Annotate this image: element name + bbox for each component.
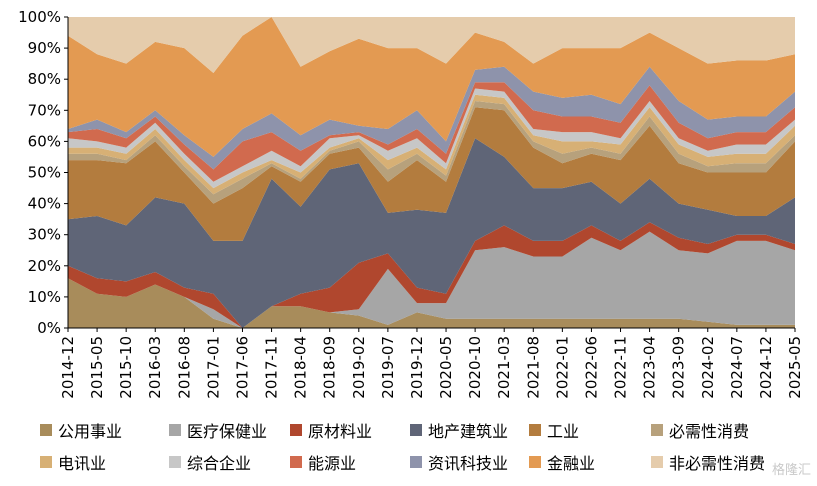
legend-label: 工业 [547,422,580,441]
legend-label: 医疗保健业 [187,422,268,441]
x-tick-label: 2014-12 [59,336,77,399]
x-tick-label: 2015-05 [88,336,106,399]
legend-swatch [410,456,422,468]
area-series-10 [68,17,795,157]
x-tick-label: 2017-06 [233,336,251,399]
x-tick-label: 2017-11 [263,336,281,399]
legend-item: 必需性消费 [651,418,749,442]
x-tick-label: 2024-12 [757,336,775,399]
y-tick-label: 0% [37,319,61,337]
y-tick-label: 90% [28,39,61,57]
area-series-1 [68,231,795,328]
x-tick-label: 2018-04 [292,336,310,399]
x-tick-label: 2022-11 [612,336,630,399]
x-tick-label: 2019-07 [379,336,397,399]
x-tick-label: 2019-02 [350,336,368,399]
area-series-7 [68,88,795,189]
legend-item: 能源业 [290,450,356,474]
x-tick-label: 2021-03 [495,336,513,399]
y-tick-label: 40% [28,195,61,213]
x-tick-label: 2020-10 [466,336,484,399]
x-tick-label: 2024-07 [728,336,746,399]
legend-swatch [169,424,181,436]
x-tick-label: 2020-05 [437,336,455,399]
y-tick-label: 20% [28,257,61,275]
area-series-3 [68,138,795,328]
legend-item: 资讯科技业 [410,450,508,474]
x-axis: 2014-12 2015-05 2015-10 2016-03 2016-08 2017-… [59,327,804,399]
x-tick-label: 2021-08 [524,336,542,399]
legend-label: 金融业 [547,454,596,473]
legend-swatch [40,456,52,468]
legend-item: 医疗保健业 [169,418,267,442]
area-series-8 [68,82,795,182]
x-tick-label: 2025-05 [786,336,804,399]
x-tick-label: 2022-06 [582,336,600,399]
x-tick-label: 2017-01 [204,336,222,399]
area-series-0 [68,278,795,328]
area-series-5 [68,101,795,204]
legend-swatch [169,456,181,468]
legend-label: 原材料业 [308,422,373,441]
legend-item: 电讯业 [40,450,106,474]
x-tick-label: 2016-03 [146,336,164,399]
legend-label: 地产建筑业 [428,422,509,441]
legend-swatch [290,424,302,436]
legend-item: 公用事业 [40,418,122,442]
x-tick-label: 2019-12 [408,336,426,399]
x-tick-label: 2023-09 [670,336,688,399]
legend-swatch [410,424,422,436]
legend-swatch [651,424,663,436]
legend-item: 综合企业 [169,450,251,474]
x-tick-label: 2018-09 [321,336,339,399]
y-axis: 0% 10% 20% 30% 40% 50% 60% 70% 80% 90% 100% [18,8,69,337]
y-tick-label: 10% [28,288,61,306]
area-series-6 [68,94,795,195]
y-tick-label: 50% [28,164,61,182]
y-tick-label: 100% [18,8,61,26]
y-tick-label: 60% [28,132,61,150]
y-tick-label: 70% [28,101,61,119]
legend-item: 地产建筑业 [410,418,508,442]
legend-label: 综合企业 [187,454,252,473]
legend-item: 工业 [529,418,579,442]
legend-swatch [529,424,541,436]
legend-item: 原材料业 [290,418,372,442]
x-tick-label: 2023-04 [641,336,659,399]
legend-item: 非必需性消费 [651,450,765,474]
x-tick-label: 2024-02 [699,336,717,399]
legend-label: 公用事业 [58,422,123,441]
legend-label: 必需性消费 [669,422,750,441]
x-tick-label: 2022-01 [553,336,571,399]
x-tick-label: 2016-08 [175,336,193,399]
legend-item: 金融业 [529,450,595,474]
legend-swatch [529,456,541,468]
legend-label: 非必需性消费 [669,454,766,473]
x-tick-label: 2015-10 [117,336,135,399]
watermark: 格隆汇 [771,463,811,478]
area-series-4 [68,107,795,241]
chart-areas [68,17,795,328]
legend-label: 资讯科技业 [428,454,509,473]
legend-label: 能源业 [308,454,357,473]
legend-swatch [290,456,302,468]
legend-swatch [651,456,663,468]
area-series-11 [68,17,795,73]
legend-label: 电讯业 [58,454,107,473]
y-tick-label: 30% [28,226,61,244]
y-tick-label: 80% [28,70,61,88]
legend-swatch [40,424,52,436]
